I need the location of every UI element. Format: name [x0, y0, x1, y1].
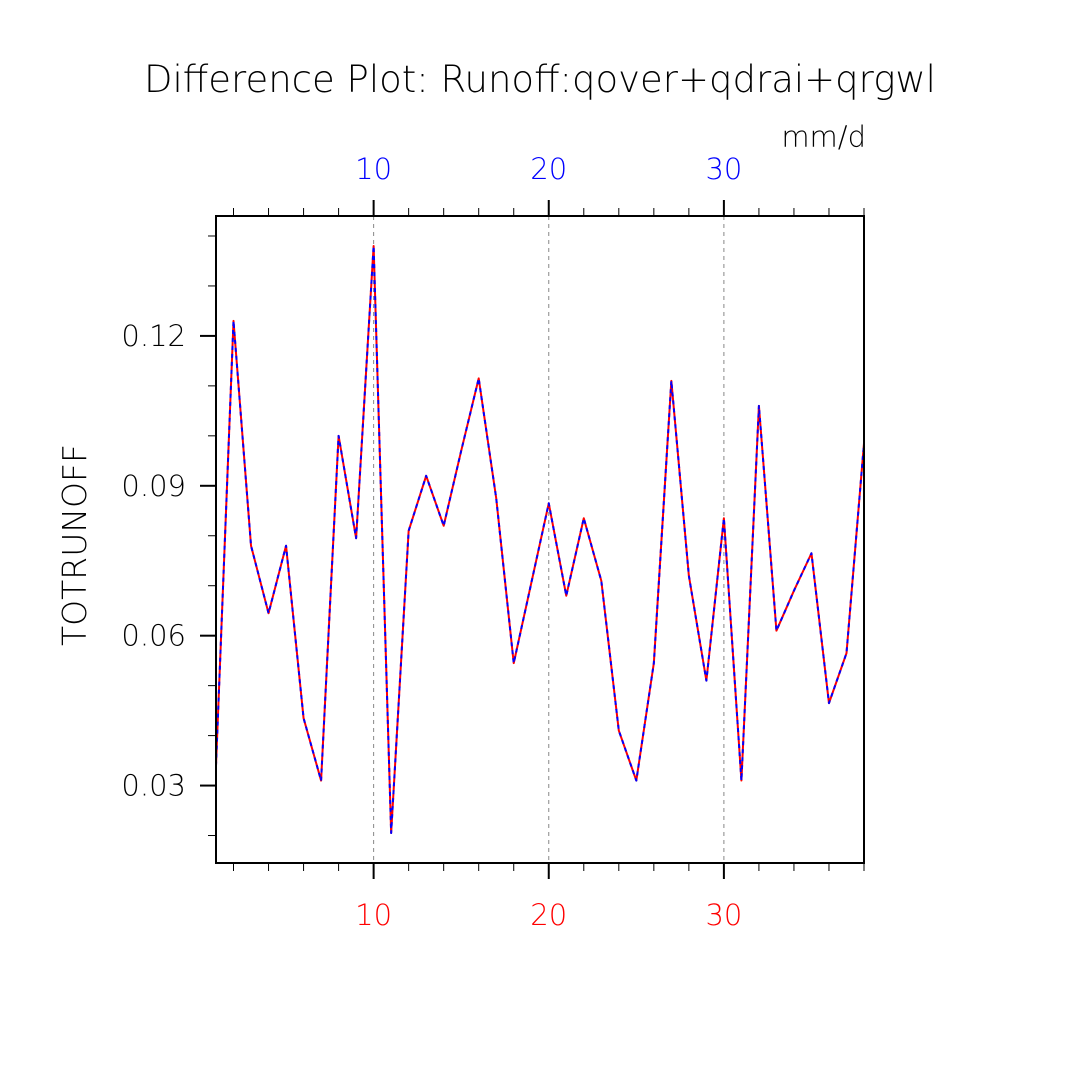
y-axis-label: TOTRUNOFF [55, 444, 94, 646]
x-tick-label-bottom: 10 [355, 898, 392, 932]
x-tick-label-bottom: 20 [530, 898, 567, 932]
y-tick-label: 0.12 [121, 319, 186, 353]
x-tick-label-top: 20 [530, 152, 567, 186]
axis-ticks [200, 200, 865, 879]
tick-labels: 0.03 0.06 0.09 0.12 10 20 30 10 20 30 [121, 152, 742, 932]
x-tick-label-top: 30 [705, 152, 742, 186]
y-tick-label: 0.09 [121, 469, 186, 503]
x-tick-label-top: 10 [355, 152, 392, 186]
plot-frame [215, 215, 865, 864]
y-tick-label: 0.03 [121, 769, 186, 803]
chart-title: Difference Plot: Runoff:qover+qdrai+qrgw… [144, 58, 936, 101]
series-line-1 [215, 244, 865, 835]
x-tick-label-bottom: 30 [705, 898, 742, 932]
units-label: mm/d [781, 120, 866, 154]
grid-lines [373, 216, 725, 863]
plot-lines [215, 244, 865, 835]
y-tick-label: 0.06 [121, 619, 186, 653]
